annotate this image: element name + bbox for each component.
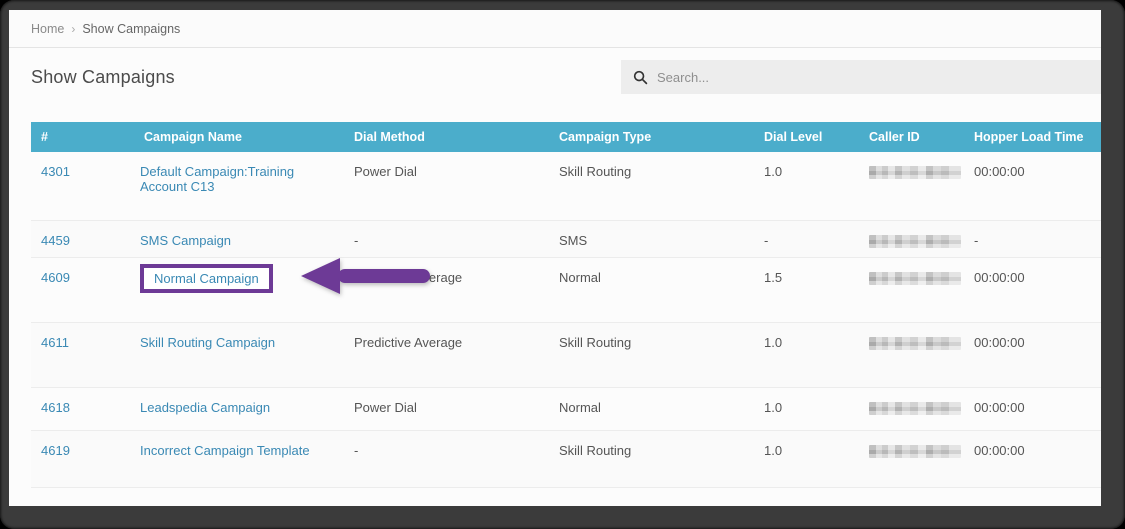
hopper-load-time-cell: 00:00:00 (966, 430, 1101, 488)
campaign-name-link[interactable]: Leadspedia Campaign (140, 399, 271, 415)
breadcrumb: Home › Show Campaigns (9, 10, 1101, 48)
campaign-name-link[interactable]: Default Campaign:Training Account C13 (140, 164, 295, 194)
campaign-name-link[interactable]: Normal Campaign (154, 270, 259, 286)
breadcrumb-home[interactable]: Home (31, 21, 65, 36)
campaign-id-link[interactable]: 4618 (41, 399, 70, 415)
dial-method-cell: Predictive Average (346, 322, 551, 388)
dial-level-cell: 1.0 (756, 387, 861, 431)
caller-id-redacted (869, 166, 961, 180)
campaign-name-highlight-box: Normal Campaign (140, 263, 273, 293)
campaign-name-link[interactable]: Incorrect Campaign Template (140, 442, 310, 458)
campaign-id-link[interactable]: 4301 (41, 164, 70, 179)
campaign-row: 4301 Default Campaign:Training Account C… (31, 152, 1101, 221)
campaign-name-highlight-box: Skill Routing Campaign (140, 335, 275, 350)
hopper-load-time-cell: 00:00:00 (966, 322, 1101, 388)
campaign-row: 4619 Incorrect Campaign Template - Skill… (31, 430, 1101, 488)
campaign-type-cell: Skill Routing (551, 430, 756, 488)
campaign-row: 4459 SMS Campaign - SMS - - (31, 220, 1101, 258)
campaigns-table: # Campaign Name Dial Method Campaign Typ… (31, 122, 1101, 488)
column-header-number: # (31, 122, 136, 152)
campaign-name-highlight-box: Default Campaign:Training Account C13 (140, 164, 338, 194)
dial-level-cell: - (756, 220, 861, 258)
hopper-load-time-cell: 00:00:00 (966, 387, 1101, 431)
caller-id-redacted (869, 234, 961, 248)
dial-method-cell: - (346, 220, 551, 258)
column-header-campaign-name: Campaign Name (136, 122, 346, 152)
campaign-id-link[interactable]: 4619 (41, 442, 70, 458)
column-header-campaign-type: Campaign Type (551, 122, 756, 152)
campaign-type-cell: Skill Routing (551, 152, 756, 221)
caller-id-redacted (869, 271, 961, 285)
campaign-type-cell: SMS (551, 220, 756, 258)
hopper-load-time-cell: 00:00:00 (966, 152, 1101, 221)
dial-method-cell: Predictive Average (301, 257, 551, 323)
page: Home › Show Campaigns Show Campaigns # (9, 10, 1101, 506)
caller-id-cell (861, 430, 966, 488)
caller-id-cell (861, 220, 966, 258)
campaign-id-link[interactable]: 4609 (41, 269, 70, 285)
search-box[interactable] (621, 60, 1101, 94)
campaign-id-link[interactable]: 4611 (41, 334, 69, 350)
dial-level-cell: 1.0 (756, 322, 861, 388)
campaigns-table-header: # Campaign Name Dial Method Campaign Typ… (31, 122, 1101, 152)
campaign-type-cell: Skill Routing (551, 322, 756, 388)
campaign-row: 4611 Skill Routing Campaign Predictive A… (31, 322, 1101, 388)
dial-method-cell: - (346, 430, 551, 488)
dial-level-cell: 1.0 (756, 152, 861, 221)
column-header-hopper-load-time: Hopper Load Time (966, 122, 1101, 152)
caller-id-cell (861, 322, 966, 388)
campaign-row: 4609 Normal Campaign Predictive Average … (31, 257, 1101, 323)
caller-id-redacted (869, 336, 961, 350)
page-header: Show Campaigns (9, 48, 1101, 106)
dial-method-cell: Power Dial (346, 152, 551, 221)
campaigns-table-body: 4301 Default Campaign:Training Account C… (31, 152, 1101, 488)
campaign-id-link[interactable]: 4459 (41, 232, 70, 248)
breadcrumb-current: Show Campaigns (82, 21, 181, 36)
dial-method-cell: Power Dial (346, 387, 551, 431)
campaign-row: 4618 Leadspedia Campaign Power Dial Norm… (31, 387, 1101, 431)
caller-id-cell (861, 152, 966, 221)
campaign-name-highlight-box: Leadspedia Campaign (140, 400, 270, 415)
column-header-dial-method: Dial Method (346, 122, 551, 152)
page-title: Show Campaigns (31, 66, 175, 87)
campaign-name-highlight-box: SMS Campaign (140, 233, 231, 248)
dial-level-cell: 1.0 (756, 430, 861, 488)
column-header-caller-id: Caller ID (861, 122, 966, 152)
search-input[interactable] (657, 69, 1101, 85)
search-icon (633, 70, 648, 84)
hopper-load-time-cell: 00:00:00 (966, 257, 1101, 323)
campaign-type-cell: Normal (551, 387, 756, 431)
hopper-load-time-cell: - (966, 220, 1101, 258)
caller-id-redacted (869, 444, 961, 458)
campaign-name-link[interactable]: Skill Routing Campaign (140, 334, 276, 350)
caller-id-cell (861, 257, 966, 323)
caller-id-redacted (869, 401, 961, 415)
campaign-name-link[interactable]: SMS Campaign (140, 232, 232, 248)
campaign-name-highlight-box: Incorrect Campaign Template (140, 443, 310, 458)
breadcrumb-separator-icon: › (71, 21, 76, 36)
dial-level-cell: 1.5 (756, 257, 861, 323)
campaign-type-cell: Normal (551, 257, 756, 323)
column-header-dial-level: Dial Level (756, 122, 861, 152)
caller-id-cell (861, 387, 966, 431)
